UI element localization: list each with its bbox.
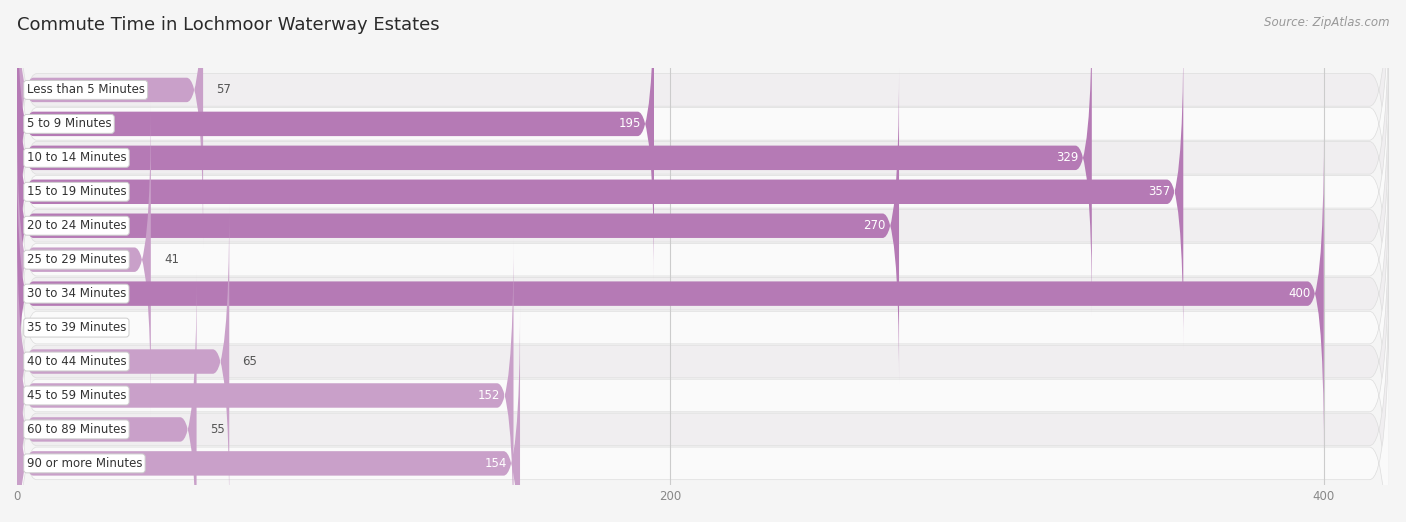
Text: 15 to 19 Minutes: 15 to 19 Minutes (27, 185, 127, 198)
Text: 5 to 9 Minutes: 5 to 9 Minutes (27, 117, 111, 130)
FancyBboxPatch shape (17, 34, 1184, 349)
Text: 90 or more Minutes: 90 or more Minutes (27, 457, 142, 470)
FancyBboxPatch shape (17, 238, 513, 522)
Text: 152: 152 (478, 389, 501, 402)
FancyBboxPatch shape (17, 1, 1092, 315)
FancyBboxPatch shape (17, 208, 1389, 522)
FancyBboxPatch shape (17, 72, 1389, 447)
Text: 25 to 29 Minutes: 25 to 29 Minutes (27, 253, 127, 266)
FancyBboxPatch shape (17, 0, 1389, 277)
Text: Source: ZipAtlas.com: Source: ZipAtlas.com (1264, 16, 1389, 29)
FancyBboxPatch shape (17, 0, 654, 281)
FancyBboxPatch shape (17, 106, 1389, 481)
Text: 45 to 59 Minutes: 45 to 59 Minutes (27, 389, 127, 402)
Text: 57: 57 (217, 84, 231, 97)
FancyBboxPatch shape (17, 0, 202, 247)
FancyBboxPatch shape (17, 204, 229, 519)
Text: Less than 5 Minutes: Less than 5 Minutes (27, 84, 145, 97)
Text: 41: 41 (165, 253, 179, 266)
Text: 65: 65 (242, 355, 257, 368)
Text: 55: 55 (209, 423, 225, 436)
Text: 400: 400 (1288, 287, 1310, 300)
Text: 35 to 39 Minutes: 35 to 39 Minutes (27, 321, 127, 334)
FancyBboxPatch shape (17, 136, 1324, 451)
FancyBboxPatch shape (17, 276, 1389, 522)
Text: 357: 357 (1147, 185, 1170, 198)
Text: 270: 270 (863, 219, 886, 232)
FancyBboxPatch shape (17, 174, 1389, 522)
FancyBboxPatch shape (17, 140, 1389, 515)
Text: 20 to 24 Minutes: 20 to 24 Minutes (27, 219, 127, 232)
FancyBboxPatch shape (17, 242, 1389, 522)
FancyBboxPatch shape (17, 4, 1389, 379)
FancyBboxPatch shape (17, 272, 197, 522)
Text: 10 to 14 Minutes: 10 to 14 Minutes (27, 151, 127, 164)
Text: 329: 329 (1056, 151, 1078, 164)
Text: 0: 0 (27, 321, 34, 334)
FancyBboxPatch shape (17, 306, 520, 522)
FancyBboxPatch shape (17, 0, 1389, 345)
Text: 60 to 89 Minutes: 60 to 89 Minutes (27, 423, 127, 436)
Text: Commute Time in Lochmoor Waterway Estates: Commute Time in Lochmoor Waterway Estate… (17, 16, 440, 33)
Text: 40 to 44 Minutes: 40 to 44 Minutes (27, 355, 127, 368)
Text: 154: 154 (485, 457, 508, 470)
Text: 30 to 34 Minutes: 30 to 34 Minutes (27, 287, 127, 300)
FancyBboxPatch shape (17, 0, 1389, 311)
FancyBboxPatch shape (17, 38, 1389, 413)
Text: 195: 195 (619, 117, 641, 130)
FancyBboxPatch shape (17, 68, 898, 383)
FancyBboxPatch shape (17, 102, 150, 417)
